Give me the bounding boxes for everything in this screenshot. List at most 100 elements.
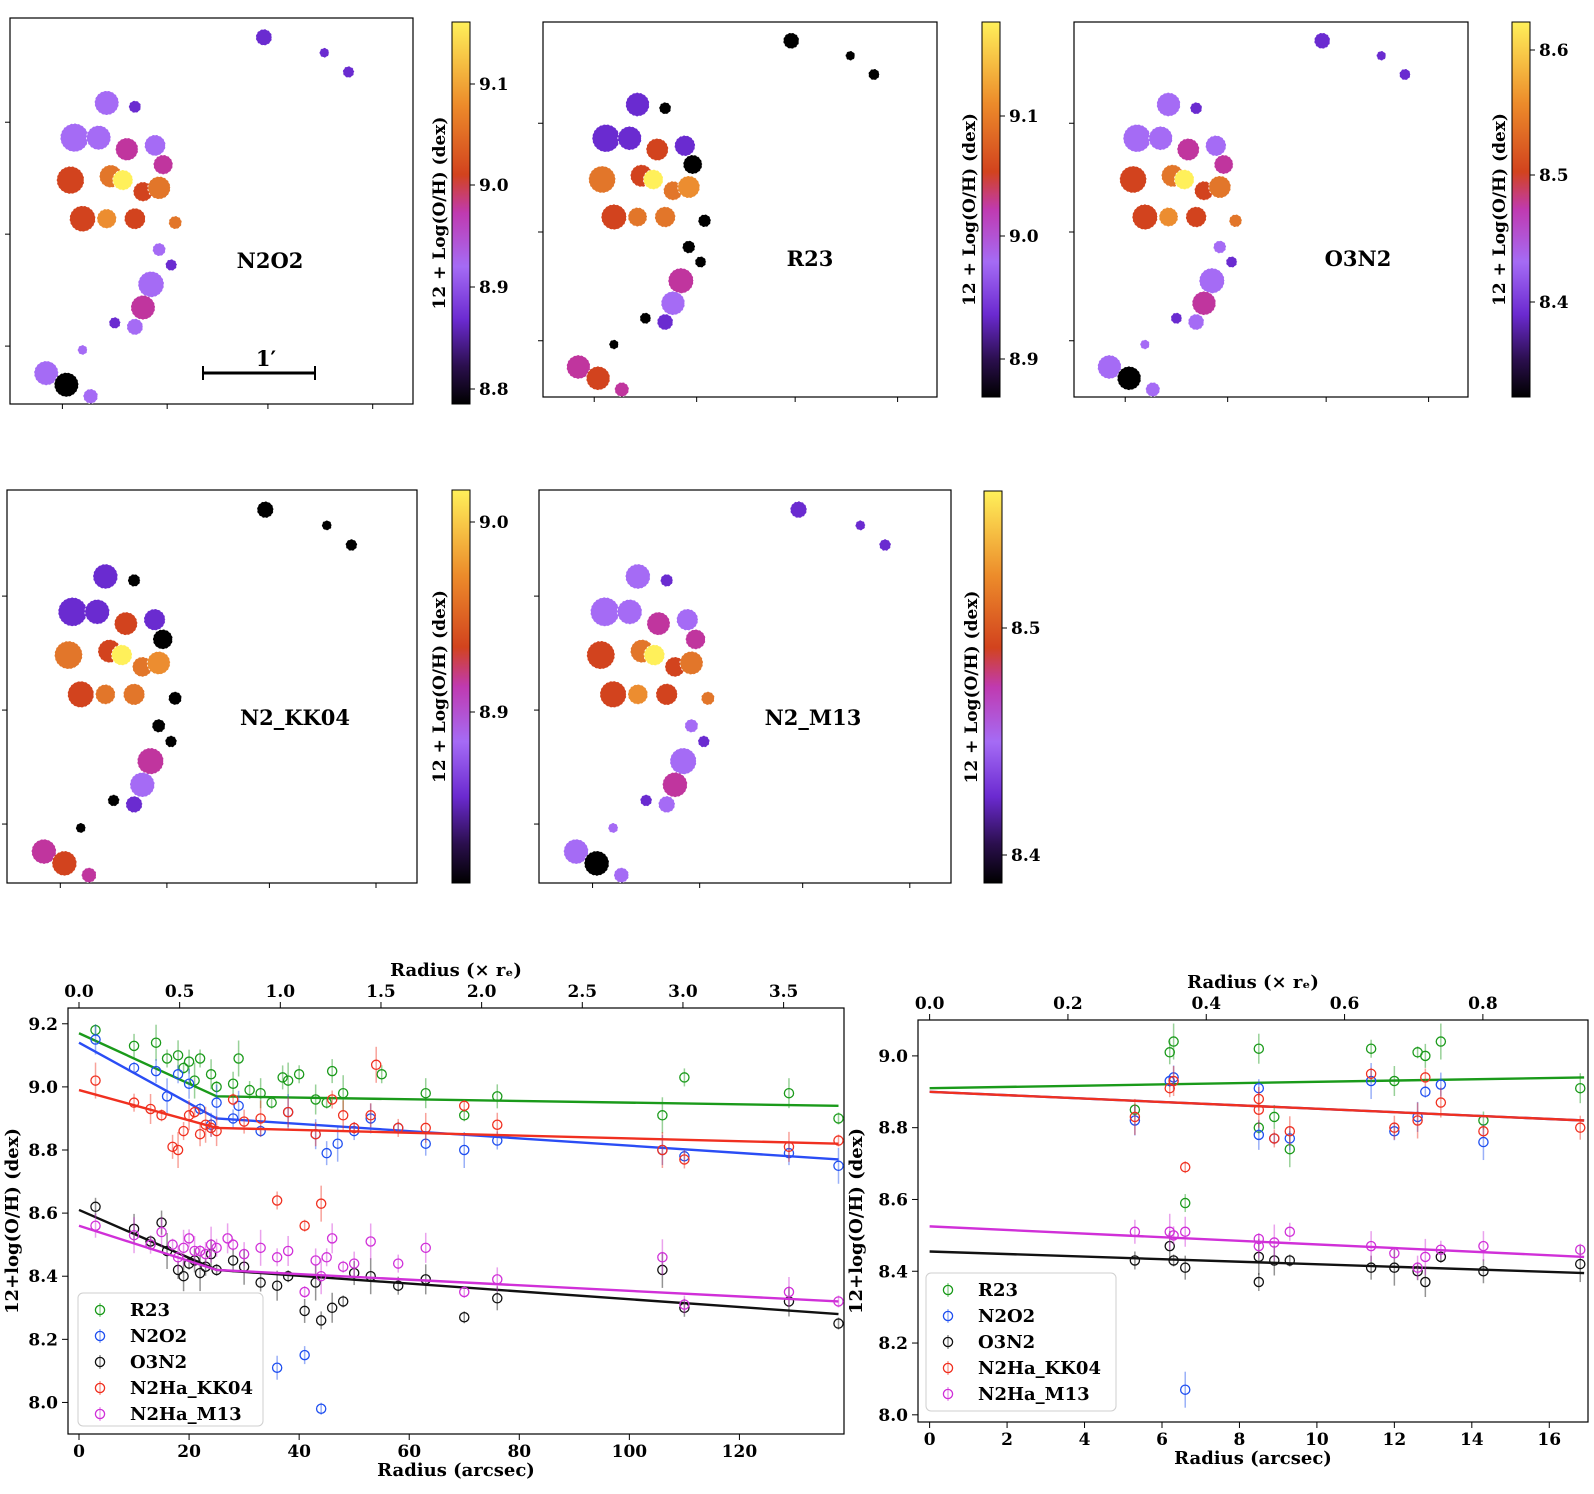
- data-point: [1420, 1086, 1431, 1098]
- legend-box: [925, 1272, 1117, 1412]
- hii-region-21: [667, 267, 694, 294]
- data-point: [321, 1147, 332, 1159]
- data-point: [459, 1311, 470, 1323]
- map-label: N2O2: [237, 248, 304, 273]
- hii-region-12: [1213, 154, 1234, 175]
- x-tick-label: 0: [924, 1430, 936, 1450]
- hii-region-18: [700, 691, 715, 706]
- hii-region-3: [1156, 92, 1181, 117]
- data-point: [1168, 1036, 1179, 1047]
- hii-region-21: [669, 747, 697, 775]
- top-x-tick-label: 0.8: [1468, 994, 1498, 1014]
- top-x-tick-label: 0.5: [165, 982, 195, 1002]
- hii-region-25: [75, 822, 87, 834]
- hii-region-0: [789, 501, 808, 519]
- legend-marker: [94, 1382, 106, 1394]
- map-label: N2_KK04: [240, 705, 350, 730]
- colorbar: [983, 490, 1003, 884]
- fit-line: [78, 1224, 839, 1303]
- hii-region-28: [82, 388, 99, 404]
- scale-bar-label: 1′: [256, 346, 277, 371]
- plot-frame: [917, 1019, 1589, 1423]
- hii-region-12: [682, 154, 703, 175]
- hii-region-5: [57, 597, 88, 627]
- legend-marker: [94, 1330, 106, 1342]
- legend-marker: [942, 1362, 954, 1374]
- data-point: [1164, 1075, 1175, 1087]
- data-point: [1435, 1036, 1447, 1047]
- hii-region-15: [1131, 203, 1158, 231]
- hii-region-17: [124, 207, 146, 230]
- hii-region-13: [643, 644, 666, 666]
- y-tick-label: 8.4: [28, 1267, 58, 1287]
- map-panel-n2-kk04: N2_KK04 9.0 8.9 12 + Log(O/H) (dex): [2, 489, 509, 888]
- hii-region-14: [679, 650, 704, 675]
- data-point: [310, 1255, 321, 1266]
- x-tick-label: 16: [1537, 1430, 1561, 1450]
- data-point: [783, 1286, 795, 1298]
- data-point: [227, 1094, 239, 1105]
- data-point: [783, 1087, 795, 1099]
- colorbar-label: 12 + Log(O/H) (dex): [960, 113, 980, 306]
- hii-region-22: [662, 771, 688, 798]
- hii-region-13: [111, 644, 133, 666]
- data-point: [244, 1084, 255, 1096]
- colorbar-tick-label: 9.1: [479, 75, 509, 95]
- data-point: [1284, 1226, 1296, 1238]
- data-point: [194, 1053, 206, 1064]
- data-point: [1129, 1255, 1141, 1266]
- data-point: [1179, 1226, 1191, 1238]
- data-point: [172, 1069, 184, 1080]
- data-point: [1412, 1115, 1423, 1126]
- legend-label: O3N2: [978, 1332, 1035, 1353]
- map-panel-o3n2: O3N2 8.6 8.5 8.4 12 + Log(O/H) (dex): [1069, 21, 1569, 402]
- colorbar-tick-label: 8.9: [1009, 350, 1039, 370]
- y-tick-label: 8.6: [878, 1190, 908, 1210]
- colorbar: [451, 21, 471, 405]
- data-point: [293, 1069, 305, 1080]
- series-n2ha-kk04: [78, 1046, 844, 1232]
- legend-label: N2Ha_M13: [978, 1384, 1090, 1405]
- y-tick-label: 9.0: [28, 1078, 58, 1098]
- hii-region-16: [627, 207, 648, 227]
- data-point: [326, 1065, 338, 1077]
- colorbar-tick-label: 8.4: [1011, 846, 1041, 866]
- data-point: [365, 1110, 376, 1121]
- hii-region-23: [656, 313, 674, 331]
- hii-region-22: [660, 291, 686, 316]
- top-x-tick-label: 2.0: [467, 982, 497, 1002]
- data-point: [178, 1062, 189, 1074]
- gradient-plot-inner: 0 2 4 6 8 10 12 14 16 0.0 0.2 0.4 0.6 0.8 8.0 8.2 8.4 8.6…: [846, 972, 1589, 1469]
- top-x-tick-label: 1.5: [366, 982, 396, 1002]
- data-point: [227, 1239, 239, 1250]
- x-tick-label: 8: [1234, 1430, 1246, 1450]
- hii-region-15: [600, 203, 627, 231]
- hii-region-6: [86, 125, 112, 151]
- hii-region-9: [588, 165, 616, 194]
- hii-region-15: [69, 205, 96, 233]
- fit-line: [929, 1090, 1585, 1122]
- data-point: [172, 1050, 184, 1061]
- hii-region-21: [1198, 267, 1225, 294]
- data-point: [299, 1220, 310, 1231]
- data-point: [657, 1252, 668, 1263]
- hii-region-22: [130, 295, 156, 320]
- data-point: [200, 1248, 211, 1260]
- hii-region-3: [625, 563, 651, 590]
- hii-region-14: [677, 175, 701, 199]
- data-point: [282, 1106, 294, 1118]
- hii-region-18: [1228, 214, 1243, 228]
- data-point: [1389, 1122, 1400, 1133]
- data-point: [255, 1113, 266, 1124]
- data-point: [492, 1119, 503, 1131]
- fit-line: [78, 1041, 839, 1161]
- hii-region-17: [1185, 206, 1207, 228]
- y-tick-label: 8.8: [28, 1141, 58, 1161]
- data-point: [679, 1299, 690, 1310]
- hii-region-4: [660, 573, 674, 587]
- legend-label: O3N2: [130, 1352, 187, 1373]
- hii-region-26: [33, 360, 59, 386]
- legend: R23 N2O2 O3N2 N2Ha_KK04 N2Ha_M13: [77, 1292, 264, 1427]
